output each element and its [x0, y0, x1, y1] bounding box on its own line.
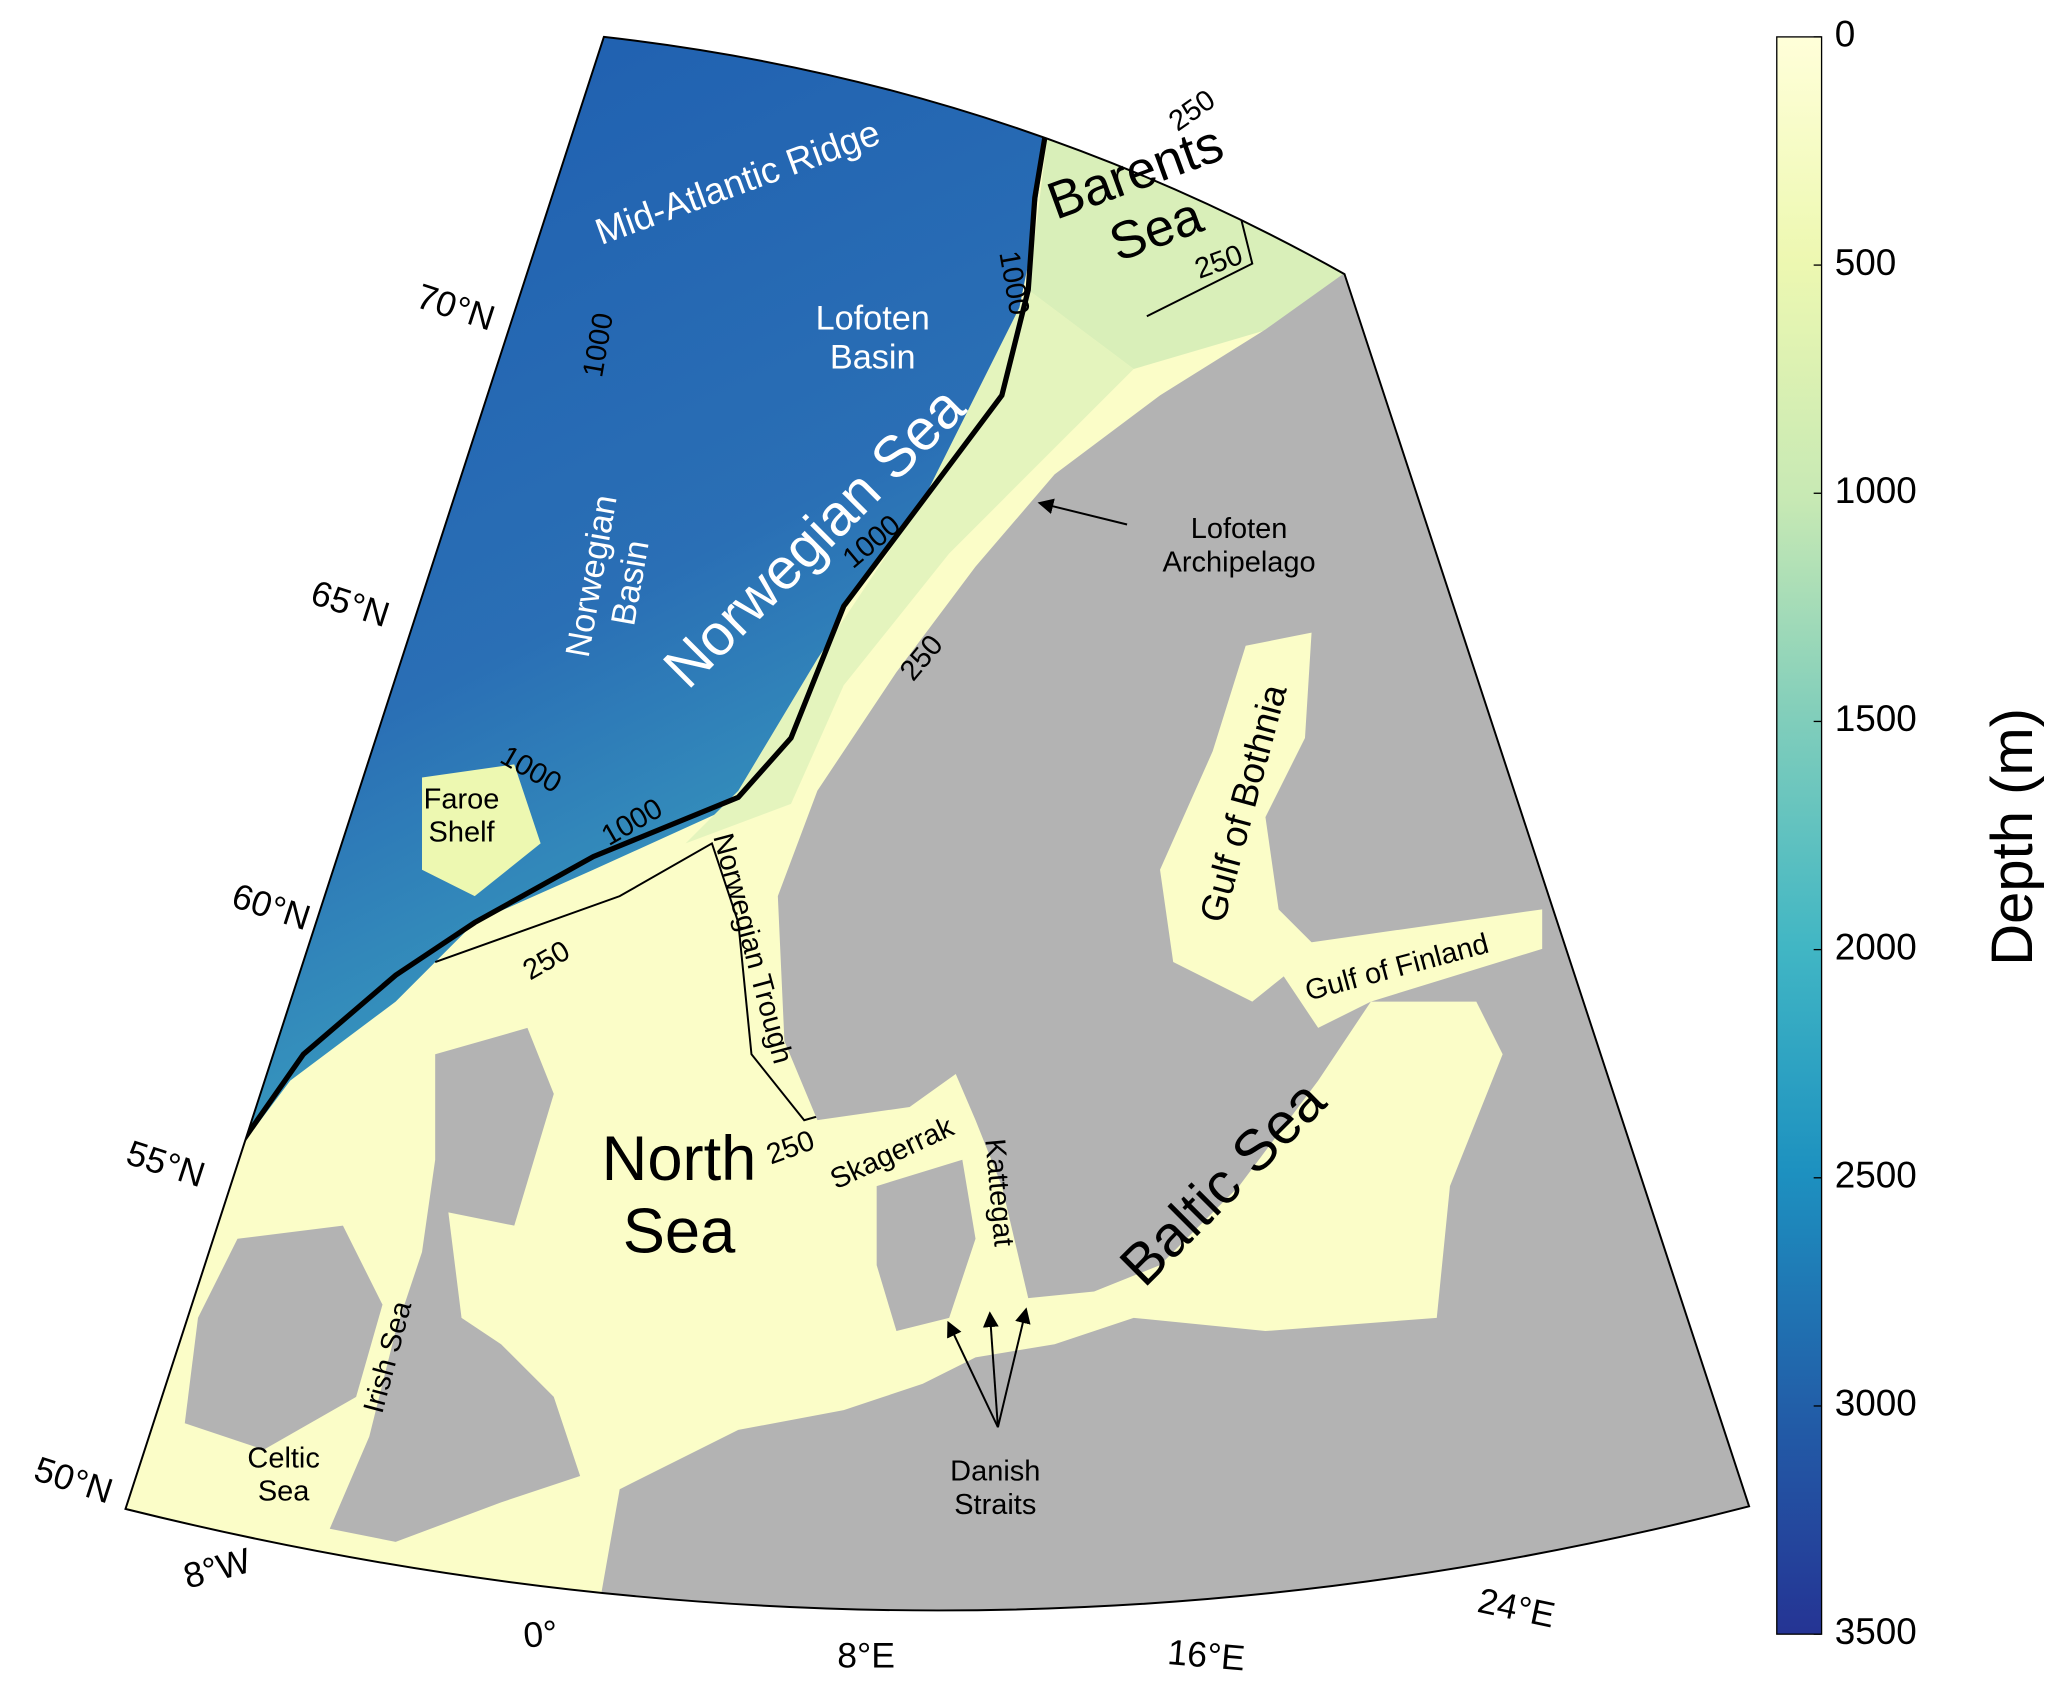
place-label-line: Archipelago	[1163, 546, 1316, 578]
strait-arrow	[982, 1311, 999, 1428]
colorbar-label: Depth (m)	[1981, 708, 2045, 966]
longitude-label: 24°E	[1474, 1580, 1558, 1635]
colorbar	[1776, 36, 1823, 1635]
place-label-line: Celtic	[247, 1442, 319, 1474]
place-label-line: Lofoten	[1191, 513, 1288, 545]
longitude-label: 8°E	[837, 1635, 895, 1675]
colorbar-tick-label: 2500	[1835, 1155, 1917, 1196]
lofoten-arrow	[1037, 498, 1128, 526]
place-label: Celtic Sea	[247, 1442, 319, 1507]
strait-arrow	[996, 1307, 1031, 1428]
colorbar-tick-label: 1000	[1835, 470, 1917, 511]
gulf-of-finland-water	[1265, 909, 1543, 1028]
faroe-shelf	[422, 764, 541, 897]
latitude-label: 70°N	[412, 276, 500, 339]
land-denmark	[876, 1159, 976, 1332]
place-label-line: Sea	[258, 1475, 310, 1507]
longitude-label: 16°E	[1166, 1632, 1247, 1679]
place-label: Lofoten Basin	[816, 299, 930, 376]
contour-1000	[208, 78, 1058, 1188]
longitude-label: 0°	[522, 1613, 559, 1656]
place-label: North Sea	[602, 1124, 757, 1267]
place-label-line: Faroe	[424, 783, 500, 815]
place-label-line: North	[602, 1124, 757, 1194]
place-label: Faroe Shelf	[424, 783, 500, 848]
colorbar-tick-label: 0	[1835, 14, 1856, 55]
norwegian-shelf	[685, 289, 1134, 844]
latitude-label: 65°N	[306, 572, 394, 635]
land-britain	[329, 1027, 581, 1542]
colorbar-tick-label: 3500	[1835, 1611, 1917, 1652]
strait-arrow	[947, 1320, 999, 1428]
colorbar-tick-label: 2000	[1835, 926, 1917, 967]
colorbar-tick-label: 3000	[1835, 1383, 1917, 1424]
colorbar-tick-label: 1500	[1835, 698, 1917, 739]
place-label-line: Straits	[954, 1489, 1036, 1521]
land-ireland	[184, 1225, 383, 1450]
latitude-label: 55°N	[122, 1133, 210, 1196]
place-label-line: Sea	[623, 1196, 736, 1266]
place-label-line: Basin	[830, 339, 916, 377]
longitude-label: 8°W	[179, 1540, 255, 1596]
place-label: Lofoten Archipelago	[1163, 513, 1316, 578]
place-label-line: Lofoten	[816, 299, 930, 337]
colorbar-tick-label: 500	[1835, 242, 1897, 283]
latitude-label: 60°N	[227, 876, 315, 939]
map-frame	[124, 35, 1751, 1612]
latitude-label: 50°N	[30, 1449, 118, 1512]
place-label: Danish Straits	[950, 1455, 1040, 1520]
place-label-line: Danish	[950, 1455, 1040, 1487]
place-label-line: Shelf	[429, 816, 496, 848]
